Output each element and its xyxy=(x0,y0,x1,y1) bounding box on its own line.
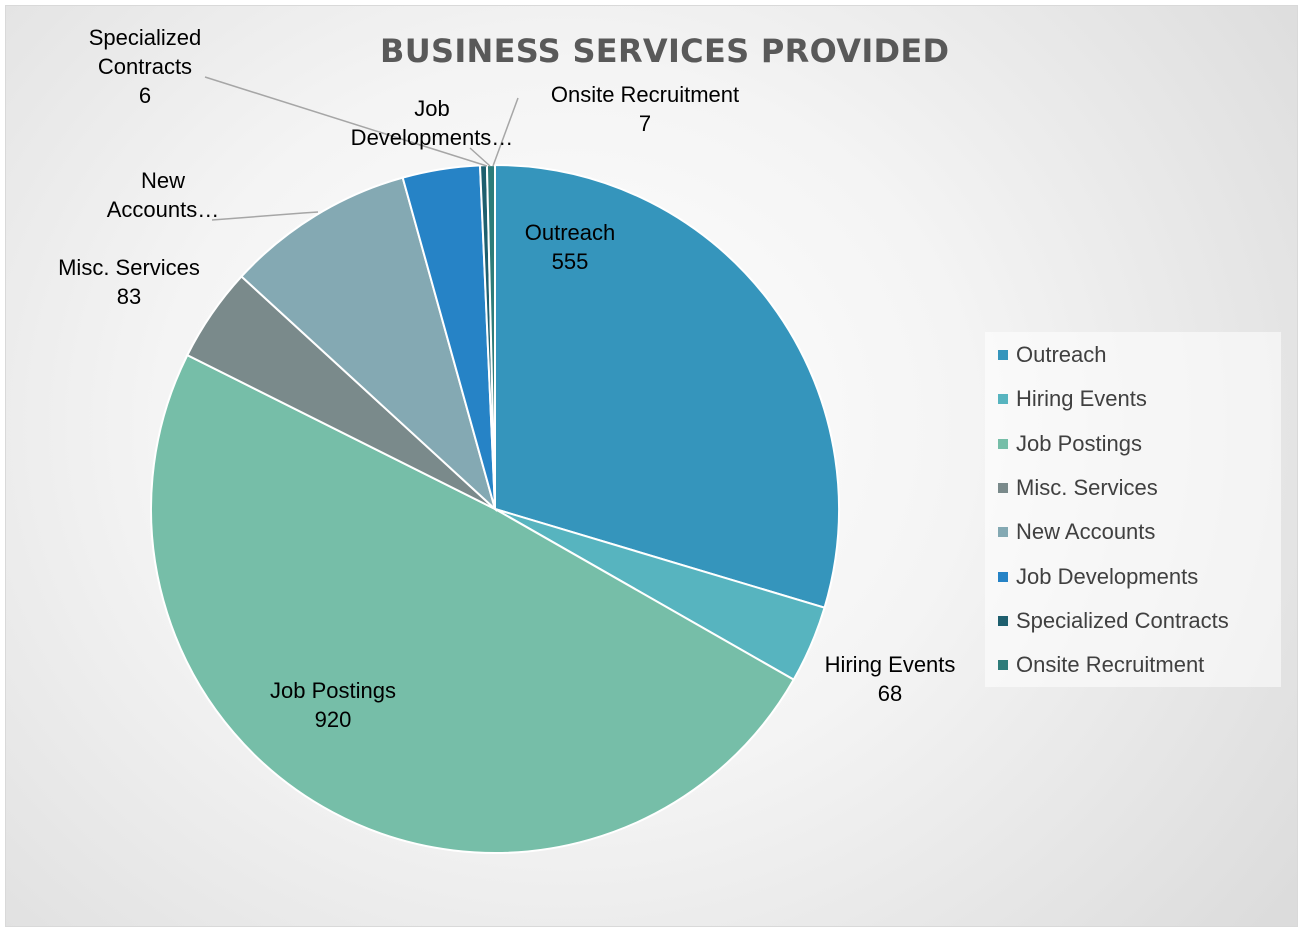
legend-label: Job Developments xyxy=(1016,563,1199,589)
label-name: Outreach xyxy=(524,220,616,245)
label-name-line1: Job xyxy=(414,96,450,121)
legend-label: Misc. Services xyxy=(1016,474,1158,500)
leader-line-new-accounts xyxy=(211,211,319,221)
data-label-misc-services: Misc. Services 83 xyxy=(58,253,200,311)
leader-line-job-developments xyxy=(469,147,491,167)
pie-slice-outreach xyxy=(494,163,840,609)
leader-line-onsite-recruitment xyxy=(492,97,519,167)
legend: Outreach Hiring Events Job Postings Misc. S… xyxy=(985,332,1281,687)
pie-slice-job-postings xyxy=(150,353,796,854)
legend-swatch xyxy=(998,615,1008,626)
label-value: 7 xyxy=(638,111,652,136)
legend-label: Onsite Recruitment xyxy=(1016,652,1205,678)
label-name-line2: Accounts… xyxy=(106,197,220,222)
legend-item: Outreach xyxy=(998,341,1107,369)
legend-label: Hiring Events xyxy=(1016,386,1147,412)
label-name: Misc. Services xyxy=(58,255,200,280)
label-value: 83 xyxy=(116,284,142,309)
data-label-new-accounts: New Accounts… xyxy=(107,166,220,224)
legend-swatch xyxy=(998,394,1008,405)
data-label-outreach: Outreach 555 xyxy=(525,218,616,276)
pie-slice-new-accounts xyxy=(240,176,497,513)
data-label-hiring-events: Hiring Events 68 xyxy=(825,650,956,708)
legend-swatch xyxy=(998,482,1008,493)
label-value: 6 xyxy=(138,83,152,108)
label-value: 68 xyxy=(877,681,903,706)
label-name-line2: Contracts xyxy=(97,54,193,79)
pie-slice-onsite-recruitment xyxy=(485,163,496,510)
legend-item: Misc. Services xyxy=(998,474,1158,502)
legend-item: Hiring Events xyxy=(998,385,1147,413)
legend-label: Specialized Contracts xyxy=(1016,607,1229,633)
legend-swatch xyxy=(998,438,1008,449)
label-name-line1: New xyxy=(140,168,185,193)
data-label-job-postings: Job Postings 920 xyxy=(270,676,396,734)
legend-item: Job Developments xyxy=(998,563,1198,591)
legend-item: Job Postings xyxy=(998,430,1142,458)
label-name-line1: Specialized xyxy=(88,25,202,50)
leader-line-specialized-contracts xyxy=(204,76,488,167)
legend-swatch xyxy=(998,571,1008,582)
chart-title: BUSINESS SERVICES PROVIDED xyxy=(380,32,950,70)
label-name: Job Postings xyxy=(270,678,396,703)
legend-label: Job Postings xyxy=(1016,430,1142,456)
label-name-line2: Developments… xyxy=(350,125,514,150)
label-value: 555 xyxy=(551,249,589,274)
label-name: Onsite Recruitment xyxy=(550,82,740,107)
data-label-onsite-recruitment: Onsite Recruitment 7 xyxy=(551,80,739,138)
legend-swatch xyxy=(998,660,1008,671)
label-name: Hiring Events xyxy=(824,652,956,677)
legend-item: New Accounts xyxy=(998,518,1155,546)
legend-item: Onsite Recruitment xyxy=(998,651,1204,679)
label-value: 920 xyxy=(314,707,352,732)
legend-swatch xyxy=(998,350,1008,360)
data-label-specialized-contracts: Specialized Contracts 6 xyxy=(89,23,202,110)
legend-label: Outreach xyxy=(1016,342,1107,367)
legend-swatch xyxy=(998,527,1008,538)
legend-item: Specialized Contracts xyxy=(998,607,1229,635)
legend-label: New Accounts xyxy=(1016,519,1156,545)
data-label-job-developments: Job Developments… xyxy=(351,94,514,152)
